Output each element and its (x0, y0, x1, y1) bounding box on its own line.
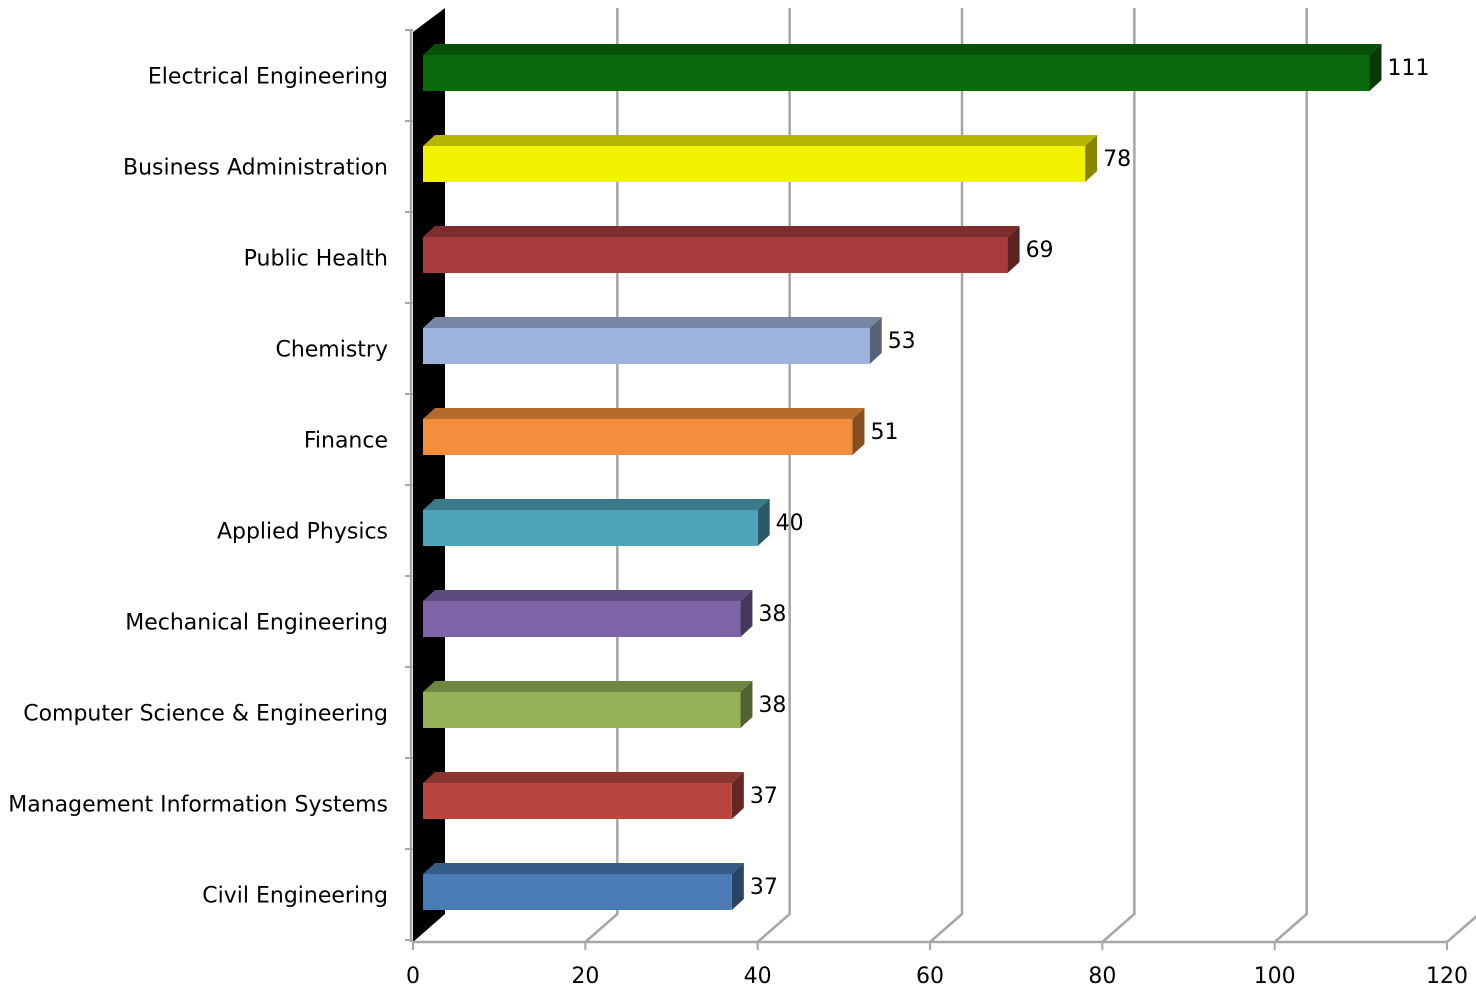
category-label: Finance (304, 429, 388, 454)
bar-front-face (423, 328, 870, 364)
gridline (929, 8, 964, 943)
bar-front-face (423, 783, 732, 819)
category-label: Electrical Engineering (148, 65, 388, 90)
bar-side-face (731, 863, 744, 910)
bar-top-face (423, 681, 753, 692)
bar-top-face (423, 226, 1020, 237)
category-label: Applied Physics (217, 520, 388, 545)
data-label: 38 (758, 693, 786, 718)
bar-top-face (423, 44, 1382, 55)
bar (423, 499, 770, 546)
bar-top-face (423, 499, 770, 510)
bar-front-face (423, 419, 853, 455)
gridlines (584, 8, 1476, 943)
bar-side-face (731, 772, 744, 819)
bar (423, 590, 753, 637)
x-tick-label: 80 (1088, 964, 1116, 989)
bar-top-face (423, 590, 753, 601)
bar-side-face (1007, 226, 1020, 273)
x-tick-label: 0 (406, 964, 420, 989)
gridline (584, 8, 619, 943)
x-tick-label: 60 (916, 964, 944, 989)
x-tick-label: 120 (1426, 964, 1468, 989)
bar-top-face (423, 772, 744, 783)
data-label: 53 (888, 329, 916, 354)
data-label: 40 (776, 511, 804, 536)
category-label: Chemistry (275, 338, 388, 363)
data-label: 69 (1026, 238, 1054, 263)
x-tick-label: 20 (571, 964, 599, 989)
bars (423, 44, 1382, 910)
bar-top-face (423, 863, 744, 874)
bar-side-face (869, 317, 882, 364)
bar (423, 681, 753, 728)
bar (423, 226, 1020, 273)
category-label: Business Administration (123, 156, 388, 181)
data-label: 51 (870, 420, 898, 445)
x-tick-label: 100 (1254, 964, 1296, 989)
bar-front-face (423, 692, 741, 728)
bar-side-face (757, 499, 770, 546)
bar-front-face (423, 146, 1086, 182)
data-label: 78 (1103, 147, 1131, 172)
bar-front-face (423, 874, 732, 910)
bar-top-face (423, 135, 1098, 146)
gridline (1446, 914, 1476, 943)
bar (423, 863, 744, 910)
data-label: 38 (758, 602, 786, 627)
bar-top-face (423, 317, 882, 328)
bar (423, 772, 744, 819)
bar-front-face (423, 55, 1370, 91)
bar (423, 135, 1098, 182)
gridline (1273, 8, 1308, 943)
bar (423, 408, 865, 455)
gridline (1101, 8, 1136, 943)
bar-side-face (740, 590, 753, 637)
labels: 0 20 40 60 80 100 120 111 Electrical Engineering… (8, 56, 1468, 989)
bar-top-face (423, 408, 865, 419)
data-label: 37 (750, 784, 778, 809)
data-label: 111 (1387, 56, 1429, 81)
category-label: Public Health (244, 247, 388, 272)
bar-side-face (852, 408, 865, 455)
bar-side-face (1085, 135, 1098, 182)
category-label: Mechanical Engineering (125, 611, 388, 636)
bar (423, 317, 882, 364)
gridline (756, 8, 791, 943)
bar (423, 44, 1382, 91)
category-label: Civil Engineering (202, 884, 388, 909)
category-label: Computer Science & Engineering (23, 702, 388, 727)
bar-front-face (423, 601, 741, 637)
bar-side-face (1369, 44, 1382, 91)
category-label: Management Information Systems (8, 793, 388, 818)
bar-side-face (740, 681, 753, 728)
data-label: 37 (750, 875, 778, 900)
axes (405, 29, 1449, 950)
bar-front-face (423, 237, 1008, 273)
x-tick-label: 40 (744, 964, 772, 989)
bar-front-face (423, 510, 758, 546)
